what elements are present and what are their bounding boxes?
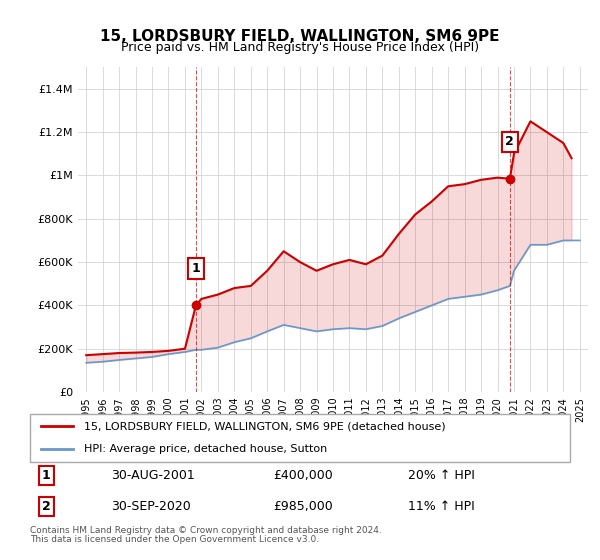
- Text: 2: 2: [42, 500, 50, 513]
- Text: 11% ↑ HPI: 11% ↑ HPI: [408, 500, 475, 513]
- Text: 1: 1: [191, 262, 200, 275]
- Text: 30-AUG-2001: 30-AUG-2001: [111, 469, 195, 482]
- Text: 20% ↑ HPI: 20% ↑ HPI: [408, 469, 475, 482]
- Text: £985,000: £985,000: [273, 500, 333, 513]
- Text: 15, LORDSBURY FIELD, WALLINGTON, SM6 9PE (detached house): 15, LORDSBURY FIELD, WALLINGTON, SM6 9PE…: [84, 421, 446, 431]
- Text: HPI: Average price, detached house, Sutton: HPI: Average price, detached house, Sutt…: [84, 444, 327, 454]
- FancyBboxPatch shape: [30, 414, 570, 462]
- Text: 15, LORDSBURY FIELD, WALLINGTON, SM6 9PE: 15, LORDSBURY FIELD, WALLINGTON, SM6 9PE: [100, 29, 500, 44]
- Text: 1: 1: [42, 469, 50, 482]
- Text: £400,000: £400,000: [273, 469, 333, 482]
- Text: Price paid vs. HM Land Registry's House Price Index (HPI): Price paid vs. HM Land Registry's House …: [121, 41, 479, 54]
- Text: 30-SEP-2020: 30-SEP-2020: [111, 500, 191, 513]
- Text: This data is licensed under the Open Government Licence v3.0.: This data is licensed under the Open Gov…: [30, 535, 319, 544]
- Text: 2: 2: [505, 136, 514, 148]
- Text: Contains HM Land Registry data © Crown copyright and database right 2024.: Contains HM Land Registry data © Crown c…: [30, 526, 382, 535]
